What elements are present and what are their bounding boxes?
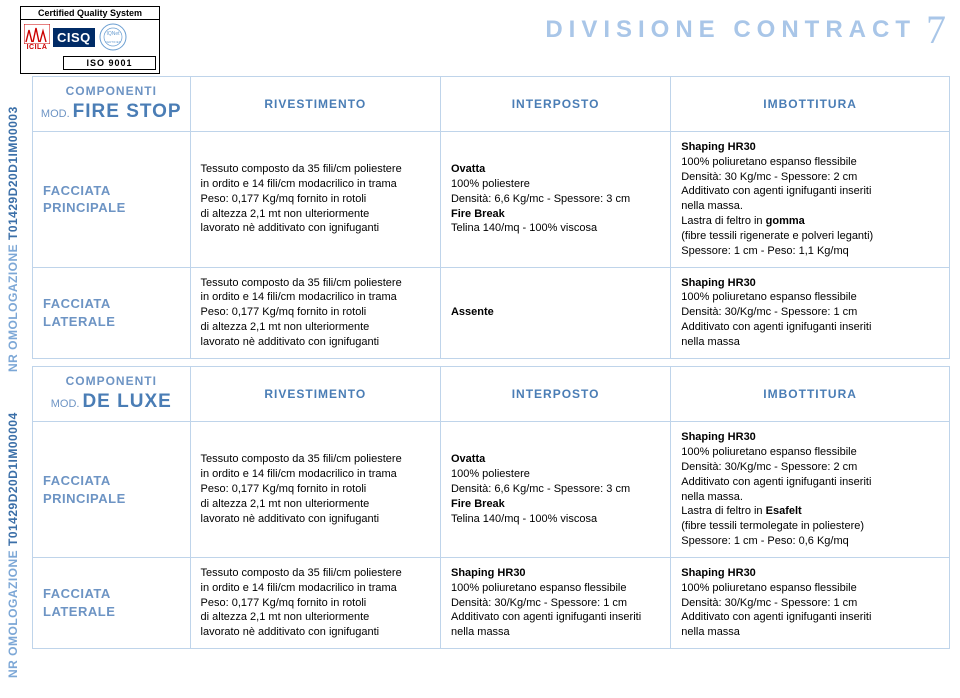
cell-imbottitura: Shaping HR30 100% poliuretano espanso fl… (671, 267, 950, 358)
col-head-imbottitura: IMBOTTITURA (671, 77, 950, 132)
side-label: FACCIATA PRINCIPALE (33, 422, 191, 558)
col-head-imbottitura: IMBOTTITURA (671, 367, 950, 422)
icila-text: ICILA (27, 44, 48, 51)
col-head-rivestimento: RIVESTIMENTO (190, 77, 440, 132)
table-row: FACCIATA LATERALE Tessuto composto da 35… (33, 557, 950, 648)
cell-interposto: Shaping HR30 100% poliuretano espanso fl… (440, 557, 670, 648)
homologation-prefix: NR OMOLOGAZIONE (6, 546, 20, 678)
cell-interposto: Assente (440, 267, 670, 358)
side-label: FACCIATA LATERALE (33, 267, 191, 358)
homologation-number: T01429D20D1IM00004 (6, 412, 20, 546)
page-number: 7 (926, 6, 946, 53)
page-header: Certified Quality System ICILA CISQ IQNe… (0, 0, 960, 72)
iso-label: ISO 9001 (63, 56, 156, 70)
col-head-componenti: COMPONENTI MOD.FIRE STOP (33, 77, 191, 132)
iqnet-logo: IQNet CERTIFIED (98, 22, 128, 52)
cell-imbottitura: Shaping HR30 100% poliuretano espanso fl… (671, 131, 950, 267)
col-head-interposto: INTERPOSTO (440, 77, 670, 132)
svg-text:IQNet: IQNet (106, 31, 120, 37)
spec-tables: COMPONENTI MOD.FIRE STOP RIVESTIMENTO IN… (32, 76, 950, 649)
table-header-row: COMPONENTI MOD.FIRE STOP RIVESTIMENTO IN… (33, 77, 950, 132)
division-title: DIVISIONE CONTRACT (545, 16, 916, 44)
cell-rivestimento: Tessuto composto da 35 fili/cm poliester… (190, 422, 440, 558)
homologation-number: T01429D20D1IM00003 (6, 106, 20, 240)
cell-interposto: Ovatta 100% poliestere Densità: 6,6 Kg/m… (440, 131, 670, 267)
cell-rivestimento: Tessuto composto da 35 fili/cm poliester… (190, 557, 440, 648)
cert-title: Certified Quality System (21, 7, 159, 20)
homologation-code-bottom: NR OMOLOGAZIONE T01429D20D1IM00004 (6, 388, 20, 678)
table-row: FACCIATA LATERALE Tessuto composto da 35… (33, 267, 950, 358)
side-label: FACCIATA PRINCIPALE (33, 131, 191, 267)
spec-table-firestop: COMPONENTI MOD.FIRE STOP RIVESTIMENTO IN… (32, 76, 950, 366)
table-row: FACCIATA PRINCIPALE Tessuto composto da … (33, 131, 950, 267)
icila-logo: ICILA (24, 24, 50, 51)
homologation-prefix: NR OMOLOGAZIONE (6, 240, 20, 372)
cell-imbottitura: Shaping HR30 100% poliuretano espanso fl… (671, 557, 950, 648)
table-header-row: COMPONENTI MOD.DE LUXE RIVESTIMENTO INTE… (33, 367, 950, 422)
cisq-badge: CISQ (53, 28, 95, 47)
cell-rivestimento: Tessuto composto da 35 fili/cm poliester… (190, 267, 440, 358)
side-label: FACCIATA LATERALE (33, 557, 191, 648)
table-row: FACCIATA PRINCIPALE Tessuto composto da … (33, 422, 950, 558)
col-head-rivestimento: RIVESTIMENTO (190, 367, 440, 422)
cell-interposto: Ovatta 100% poliestere Densità: 6,6 Kg/m… (440, 422, 670, 558)
cert-logos: ICILA CISQ IQNet CERTIFIED (21, 20, 159, 54)
spec-table-deluxe: COMPONENTI MOD.DE LUXE RIVESTIMENTO INTE… (32, 366, 950, 649)
cell-rivestimento: Tessuto composto da 35 fili/cm poliester… (190, 131, 440, 267)
col-head-componenti: COMPONENTI MOD.DE LUXE (33, 367, 191, 422)
certification-box: Certified Quality System ICILA CISQ IQNe… (20, 6, 160, 74)
col-head-interposto: INTERPOSTO (440, 367, 670, 422)
svg-text:CERTIFIED: CERTIFIED (105, 40, 122, 44)
homologation-code-top: NR OMOLOGAZIONE T01429D20D1IM00003 (6, 82, 20, 372)
cell-imbottitura: Shaping HR30 100% poliuretano espanso fl… (671, 422, 950, 558)
